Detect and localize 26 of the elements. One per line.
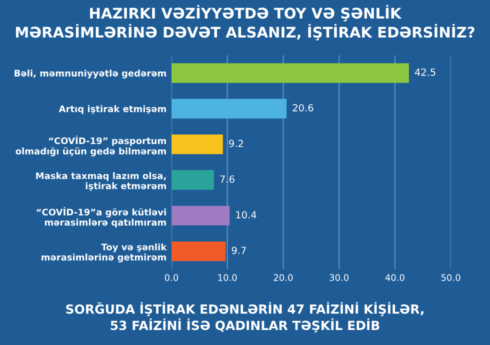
y-tick-label: Artıq iştirak etmişəm bbox=[58, 105, 166, 114]
x-tick-label: 40.0 bbox=[385, 274, 404, 281]
bar bbox=[172, 206, 230, 226]
x-tick-label: 10.0 bbox=[218, 274, 237, 281]
x-tick-label: 50.0 bbox=[441, 274, 460, 281]
y-tick-label: “COVİD-19”a görə kütləvi mərasimlərə qatılmıram bbox=[36, 207, 166, 228]
bar bbox=[172, 98, 287, 118]
data-label: 7.6 bbox=[220, 175, 234, 183]
text: SORĞUDA İŞTİRAK EDƏNLƏRİN 47 FAİZİNİ KİŞİLƏR, 53 FAİZİNİ İSƏ QADINLAR TƏŞKİL EDİB bbox=[66, 302, 424, 332]
bar bbox=[172, 241, 226, 262]
x-tick-label: 30.0 bbox=[330, 274, 349, 281]
y-tick-label: Bəli, məmnuniyyətlə gedərəm bbox=[14, 70, 166, 78]
x-tick-label: 20.0 bbox=[274, 274, 293, 281]
bar bbox=[172, 170, 214, 190]
bar bbox=[172, 134, 223, 154]
data-label: 10.4 bbox=[236, 211, 256, 218]
data-label: 42.5 bbox=[414, 68, 436, 76]
y-tick-label: “COVİD-19” pasportum olmadığı üçün gedə bilmərəm bbox=[16, 136, 166, 156]
chart-title: HAZIRKI VƏZİYYƏTDƏ TOY VƏ ŞƏNLİK MƏRASİMLƏRİNƏ DƏVƏT ALSANIZ, İŞTİRAK EDƏRSİNİZ? bbox=[16, 4, 474, 40]
x-tick-label: 0.0 bbox=[164, 274, 178, 281]
bar bbox=[172, 63, 409, 83]
data-label: 9.2 bbox=[229, 140, 243, 148]
data-label: 9.7 bbox=[232, 246, 246, 254]
y-tick-label: Maska taxmaq lazım olsa, iştirak etmərəm bbox=[36, 172, 166, 191]
y-tick-label: Toy və şənlik mərasimlərinə getmirəm bbox=[42, 243, 167, 262]
data-label: 20.6 bbox=[292, 104, 314, 112]
